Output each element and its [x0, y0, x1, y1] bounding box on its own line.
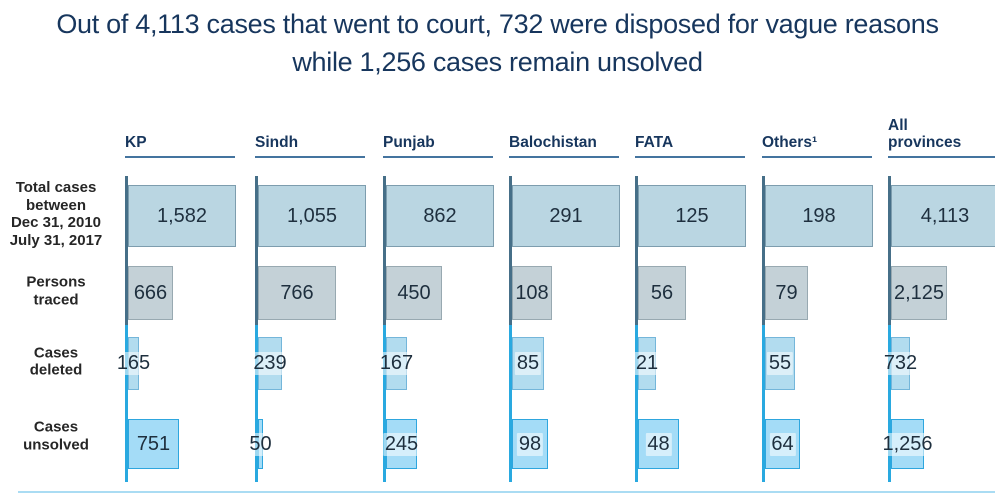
bar-value: 165: [114, 352, 153, 375]
bar: [258, 266, 336, 320]
row-label-line: July 31, 2017: [9, 231, 103, 249]
bar: [512, 185, 620, 247]
row-label-line: between: [25, 196, 86, 214]
bar-value: 751: [136, 432, 171, 455]
bar: [891, 185, 995, 247]
bar-value: 450: [397, 281, 431, 304]
column-header-kp: KP: [125, 134, 235, 158]
bar: [638, 266, 686, 320]
bar-value: 198: [802, 204, 836, 227]
bar-value: 50: [247, 432, 274, 456]
bar-value: 1,256: [880, 432, 935, 456]
row-label-line: Dec 31, 2010: [10, 214, 102, 231]
axis-line-lower: [635, 325, 638, 482]
bar-value: 55: [766, 352, 794, 375]
axis-line-lower: [888, 325, 891, 482]
bar-value: 245: [382, 432, 421, 456]
axis-line-upper: [509, 176, 512, 325]
column-header-label: All provinces: [888, 117, 962, 151]
bar: [512, 266, 552, 320]
column-header-punjab: Punjab: [383, 134, 493, 158]
axis-line-lower: [509, 325, 512, 482]
bar-value: 862: [423, 204, 457, 227]
column-header-sindh: Sindh: [255, 134, 365, 158]
bar-value: 2,125: [893, 281, 945, 304]
bar-value: 291: [549, 204, 583, 227]
column-header-label: Others¹: [762, 134, 818, 151]
row-label-persons: Persons traced: [0, 274, 112, 309]
row-label-line: deleted: [29, 361, 83, 379]
bar-value: 125: [675, 204, 709, 227]
row-label-cases: Cases deleted: [0, 344, 112, 379]
bar-value: 167: [377, 352, 416, 375]
row-label-cases: Cases unsolved: [0, 419, 112, 454]
axis-line-lower: [383, 325, 386, 482]
row-label-line: traced: [33, 291, 79, 308]
axis-line-upper: [888, 176, 891, 325]
column-header-label: KP: [125, 134, 147, 151]
bar: [258, 185, 366, 247]
bar: [891, 266, 947, 320]
bar-value: 79: [775, 281, 798, 304]
axis-line-upper: [383, 176, 386, 325]
bar-value: 56: [650, 281, 674, 304]
column-header-label: Sindh: [255, 134, 299, 151]
bar-value: 1,582: [156, 204, 208, 227]
bar-value: 98: [516, 432, 544, 456]
bar-value: 108: [515, 281, 549, 304]
column-header-balochistan: Balochistan: [509, 134, 619, 158]
bar: [386, 266, 442, 320]
bar: [638, 185, 746, 247]
column-header-others: Others¹: [762, 134, 872, 158]
row-label-line: Persons: [26, 273, 86, 291]
bar-value: 48: [645, 432, 672, 456]
bar: [128, 185, 236, 247]
column-header-label: FATA: [635, 134, 674, 151]
bar: [386, 185, 494, 247]
column-header-fata: FATA: [635, 134, 745, 158]
bar: [128, 266, 173, 320]
page-title: Out of 4,113 cases that went to court, 7…: [56, 9, 939, 77]
axis-line-lower: [255, 325, 258, 482]
bar-value: 766: [280, 281, 314, 304]
row-label-line: Cases: [33, 418, 79, 436]
axis-line-lower: [125, 325, 128, 482]
bar: [765, 266, 808, 320]
row-label-line: Cases: [33, 344, 79, 361]
bar-value: 732: [881, 352, 920, 375]
axis-line-upper: [125, 176, 128, 325]
row-label-line: unsolved: [23, 436, 89, 453]
bar-value: 21: [633, 352, 661, 375]
bar-value: 85: [514, 352, 542, 375]
row-label-total cases: Total cases between Dec 31, 2010 July 31, 2…: [0, 179, 112, 249]
bar: [765, 185, 873, 247]
axis-line-upper: [255, 176, 258, 325]
row-label-line: Total cases: [15, 179, 97, 196]
axis-line-upper: [762, 176, 765, 325]
bar-value: 1,055: [286, 204, 338, 227]
bar-value: 666: [133, 281, 168, 304]
bar-value: 239: [251, 352, 289, 375]
axis-line-lower: [762, 325, 765, 482]
column-header-allprovinces: All provinces: [888, 117, 995, 158]
column-header-label: Balochistan: [509, 134, 597, 151]
bar: [128, 419, 179, 469]
column-header-label: Punjab: [383, 134, 435, 151]
bar-value: 4,113: [920, 204, 970, 227]
chart-baseline: [18, 491, 995, 493]
bar-value: 64: [769, 432, 796, 456]
axis-line-upper: [635, 176, 638, 325]
